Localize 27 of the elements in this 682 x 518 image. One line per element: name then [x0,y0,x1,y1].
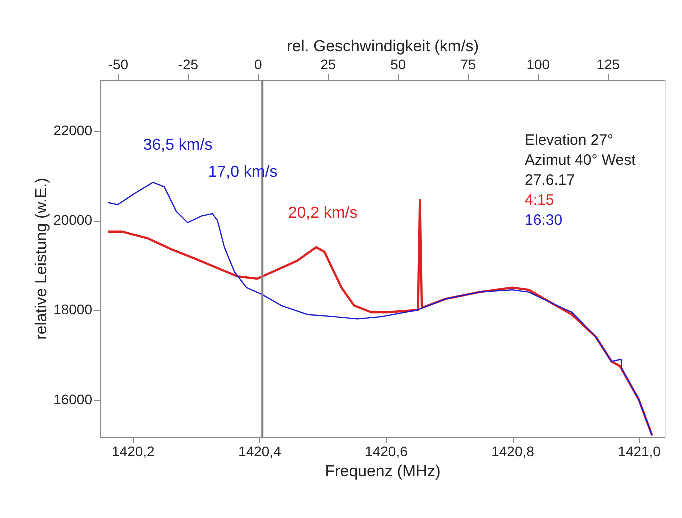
x-tick-label: 1420,8 [492,444,535,460]
y-tick-label: 18000 [54,302,93,318]
x2-tick-label: -25 [178,56,199,72]
x2-tick-label: 100 [526,56,550,72]
annotation: 20,2 km/s [288,205,358,222]
text: 16:30 [525,212,563,229]
y-tick-label: 22000 [54,122,93,139]
x-tick-label: 1421,0 [618,444,662,460]
text: 4:15 [525,192,554,209]
x-axis-title: Frequenz (MHz) [325,464,441,480]
annotation: Azimut 40° West [525,152,637,169]
y-axis-title: relative Leistung (w.E.) [34,178,51,340]
x-tick-label: 1420,6 [365,444,408,460]
x2-tick-label: 125 [596,56,620,72]
y-tick-label: 20000 [54,212,93,228]
x2-axis-title: rel. Geschwindigkeit (km/s) [286,38,480,56]
y-tick-label: 16000 [54,391,93,408]
x2-tick-label: 25 [320,56,336,72]
annotation: Elevation 27° [525,132,614,149]
annotation: 27.6.17 [525,172,576,189]
x-tick-label: 1420,2 [112,444,156,460]
x2-tick-label: 50 [390,56,406,72]
x-tick-label: 1420,4 [238,444,282,460]
annotation: 36,5 km/s [143,137,213,154]
x2-tick-label: 75 [460,56,476,72]
x2-tick-label: 0 [254,56,263,72]
x2-tick-label: -50 [108,56,129,72]
